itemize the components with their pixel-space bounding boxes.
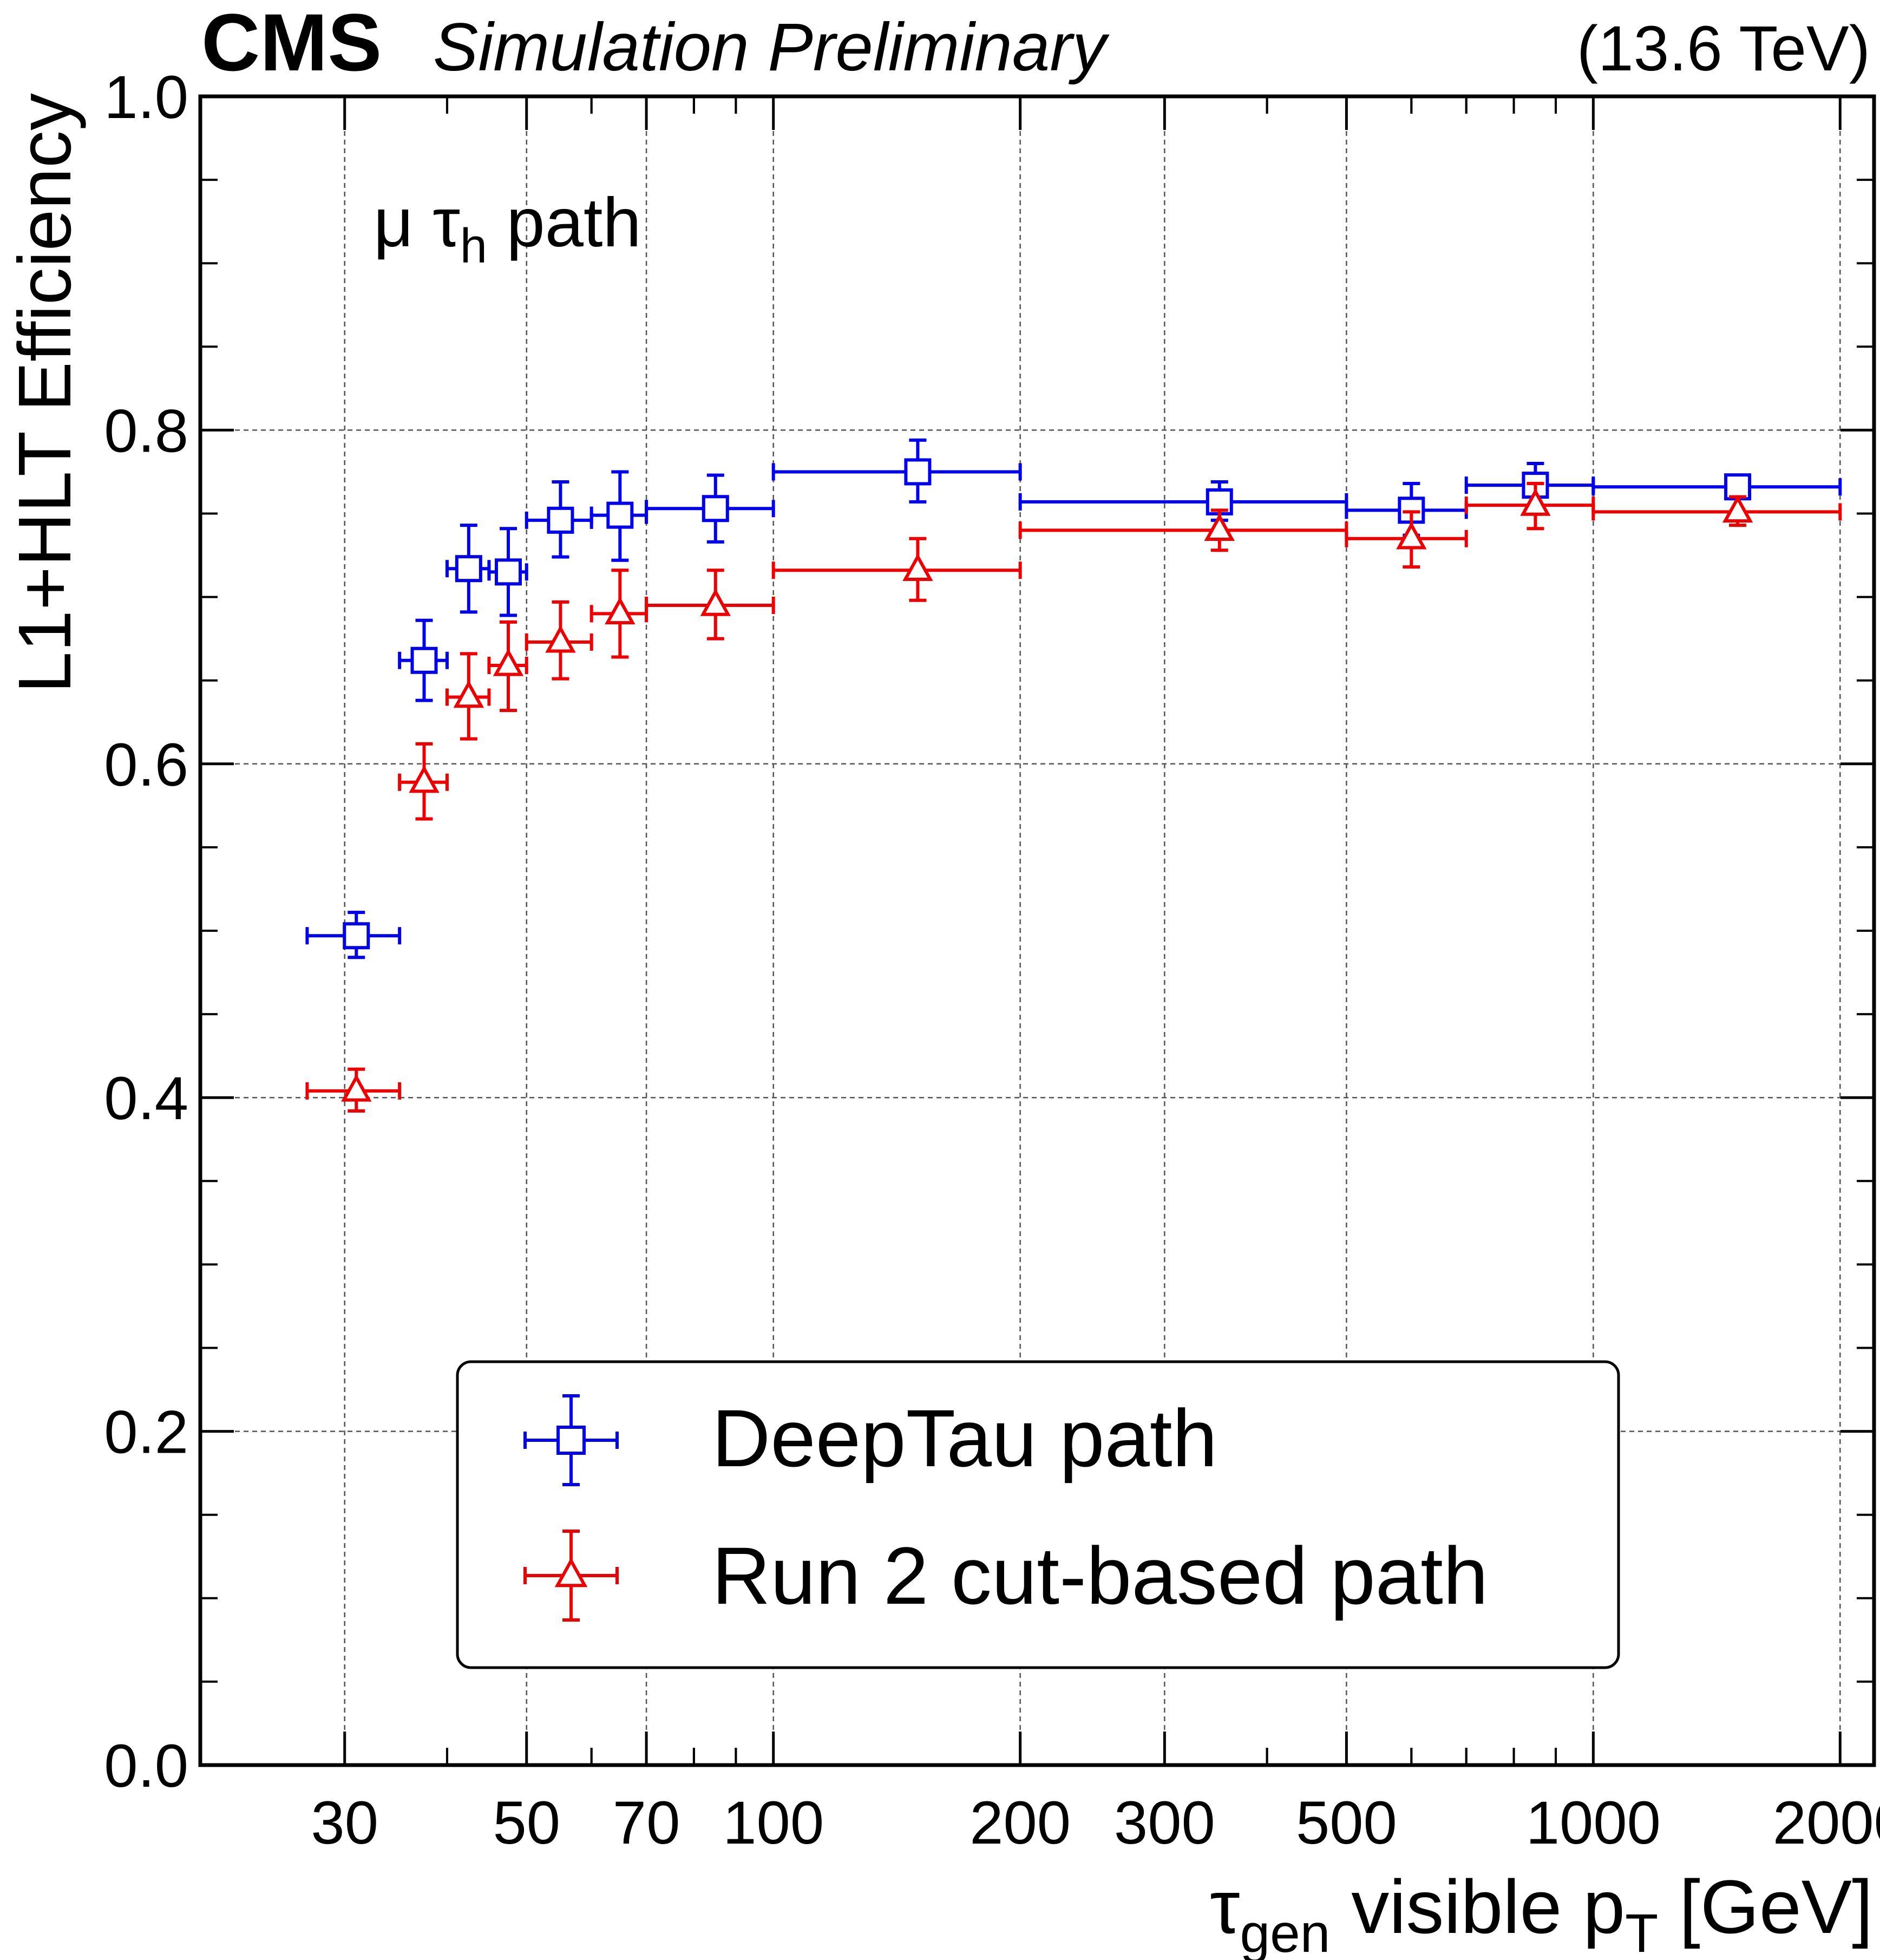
x-tick-label: 50 <box>493 1789 560 1857</box>
legend: DeepTau path Run 2 cut-based path <box>456 1360 1620 1669</box>
y-tick-label: 0.4 <box>104 1064 188 1132</box>
data-point <box>525 480 593 559</box>
data-marker <box>341 1074 372 1102</box>
data-point <box>589 569 648 659</box>
series-cutbased <box>305 482 1842 1113</box>
data-marker <box>494 558 522 586</box>
x-tick-label: 1000 <box>1526 1789 1661 1857</box>
data-point <box>1345 482 1468 537</box>
data-marker <box>410 646 438 674</box>
legend-marker-cutbased <box>523 1530 619 1622</box>
data-marker <box>455 555 482 583</box>
data-marker <box>702 495 729 522</box>
data-point <box>1591 473 1842 501</box>
legend-symbol <box>556 1426 586 1455</box>
data-series <box>305 438 1842 1113</box>
y-tick-label: 0.6 <box>104 731 188 799</box>
y-axis-title: L1+HLT Efficiency <box>3 93 87 693</box>
data-point <box>445 524 491 614</box>
data-point <box>305 1067 402 1113</box>
data-point <box>398 618 449 702</box>
data-point <box>771 438 1022 504</box>
x-tick-label: 30 <box>311 1789 378 1857</box>
x-tick-label: 500 <box>1296 1789 1397 1857</box>
data-point <box>445 652 491 741</box>
legend-box <box>456 1360 1620 1669</box>
plot-frame <box>198 94 1876 1767</box>
grid-lines <box>200 96 1874 1765</box>
data-point <box>1018 508 1348 552</box>
data-point <box>1018 480 1348 522</box>
data-marker <box>409 765 440 793</box>
data-marker <box>605 597 636 625</box>
data-marker <box>700 588 731 616</box>
data-point <box>645 569 775 641</box>
data-point <box>645 473 775 544</box>
data-marker <box>1396 521 1427 550</box>
legend-symbol <box>554 1557 588 1587</box>
energy-label: (13.6 TeV) <box>1577 13 1870 84</box>
data-marker <box>904 458 932 486</box>
x-tick-label: 200 <box>970 1789 1071 1857</box>
data-marker <box>545 625 576 653</box>
data-point <box>1345 510 1468 569</box>
axis-ticks <box>199 95 1874 1767</box>
x-tick-label: 100 <box>723 1789 824 1857</box>
data-point <box>771 537 1022 602</box>
legend-marker-deeptau <box>523 1394 619 1486</box>
data-point <box>305 911 402 959</box>
y-tick-labels: 0.0 0.2 0.4 0.6 0.8 1.0 <box>104 63 188 1800</box>
y-tick-label: 0.2 <box>104 1399 188 1466</box>
data-point <box>487 620 528 713</box>
y-tick-label: 1.0 <box>104 63 188 131</box>
data-marker <box>493 648 524 676</box>
x-axis-title: τgen visible pT [GeV] <box>1210 1864 1873 1960</box>
data-marker <box>1520 488 1551 516</box>
data-marker <box>902 553 933 582</box>
data-point <box>525 600 593 681</box>
data-marker <box>606 501 634 529</box>
data-marker <box>453 680 484 708</box>
data-point <box>487 527 528 617</box>
y-tick-label: 0.8 <box>104 397 188 465</box>
status-label: Simulation Preliminary <box>433 10 1110 85</box>
x-tick-label: 70 <box>613 1789 680 1857</box>
experiment-label: CMS <box>201 0 382 88</box>
data-point <box>398 742 449 821</box>
data-point <box>1591 495 1842 527</box>
data-marker <box>547 506 574 534</box>
x-tick-label: 300 <box>1114 1789 1215 1857</box>
data-marker <box>1204 513 1235 541</box>
data-marker <box>1722 495 1753 523</box>
data-point <box>1464 482 1595 531</box>
path-annotation: μ τh path <box>374 184 641 273</box>
legend-markers <box>523 1394 619 1622</box>
legend-label-cutbased: Run 2 cut-based path <box>712 1530 1488 1621</box>
legend-label-deeptau: DeepTau path <box>712 1393 1217 1484</box>
y-tick-label: 0.0 <box>104 1732 188 1800</box>
series-deeptau <box>305 438 1842 959</box>
data-point <box>589 470 648 562</box>
data-marker <box>343 922 370 950</box>
